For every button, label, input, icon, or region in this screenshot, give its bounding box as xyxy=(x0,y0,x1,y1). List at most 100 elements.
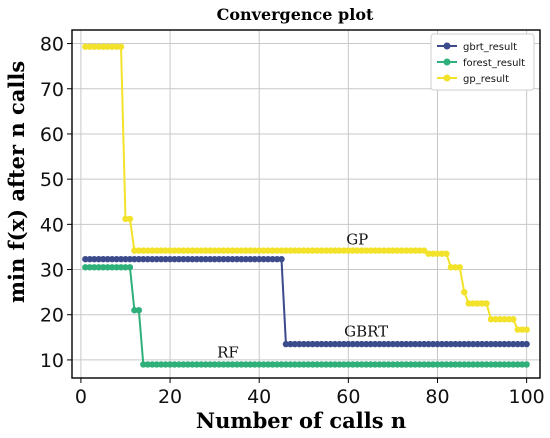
data-point xyxy=(189,361,196,368)
data-point xyxy=(198,361,205,368)
data-point xyxy=(238,247,245,254)
data-point xyxy=(380,247,388,254)
data-point xyxy=(108,255,116,263)
data-point xyxy=(461,288,468,296)
data-point xyxy=(305,340,312,348)
data-point xyxy=(523,326,530,333)
data-point xyxy=(336,361,343,368)
legend-label: gp_result xyxy=(463,74,509,85)
data-point xyxy=(100,255,107,263)
data-point xyxy=(233,361,241,368)
data-point xyxy=(514,340,521,348)
data-point xyxy=(376,361,383,368)
data-point xyxy=(456,361,463,368)
data-point xyxy=(349,361,356,368)
data-point xyxy=(260,255,267,263)
data-point xyxy=(198,255,205,263)
data-point xyxy=(264,247,272,254)
data-point xyxy=(398,361,406,368)
data-point xyxy=(287,340,294,348)
data-point xyxy=(465,340,472,348)
data-point xyxy=(496,340,504,348)
data-point xyxy=(420,361,428,368)
data-point xyxy=(273,247,281,254)
data-point xyxy=(157,255,165,263)
data-point xyxy=(313,247,321,254)
legend-swatch-marker xyxy=(443,74,451,82)
series-gp_result xyxy=(82,43,530,333)
data-point xyxy=(135,247,143,254)
data-point xyxy=(469,300,477,307)
data-point xyxy=(211,247,218,254)
data-point xyxy=(117,43,125,50)
data-point xyxy=(416,247,423,254)
data-point xyxy=(95,43,102,50)
data-point xyxy=(447,264,455,271)
data-point xyxy=(144,247,151,254)
data-point xyxy=(505,340,512,348)
x-tick-label: 60 xyxy=(336,386,360,408)
data-point xyxy=(407,361,414,368)
data-point xyxy=(189,255,196,263)
data-point xyxy=(140,247,147,254)
data-point xyxy=(305,361,312,368)
data-point xyxy=(309,247,316,254)
data-point xyxy=(247,361,254,368)
annotation-label: RF xyxy=(217,344,239,362)
data-point xyxy=(501,361,508,368)
data-point xyxy=(260,247,267,254)
annotation-label: GP xyxy=(346,231,368,249)
legend: gbrt_result forest_result gp_result xyxy=(430,33,535,91)
x-tick-label: 0 xyxy=(75,386,87,408)
data-point xyxy=(340,361,348,368)
data-point xyxy=(251,247,258,254)
data-point xyxy=(100,43,107,50)
y-tick-label: 60 xyxy=(40,124,64,146)
data-point xyxy=(126,215,134,223)
data-point xyxy=(175,255,183,263)
data-point xyxy=(215,255,223,263)
data-point xyxy=(505,361,512,368)
data-point xyxy=(238,361,245,368)
data-point xyxy=(309,361,316,368)
y-tick-label: 30 xyxy=(40,260,64,282)
data-point xyxy=(385,340,392,348)
data-point xyxy=(300,247,307,254)
legend-swatch-marker xyxy=(443,42,451,50)
data-point xyxy=(510,340,517,348)
data-point xyxy=(171,361,178,368)
data-point xyxy=(256,247,263,254)
data-point xyxy=(193,247,200,254)
legend-entry: gp_result xyxy=(437,74,509,85)
data-point xyxy=(349,247,356,254)
data-point xyxy=(483,300,490,307)
data-point xyxy=(465,300,472,307)
data-point xyxy=(331,340,339,348)
data-point xyxy=(362,247,370,254)
data-point xyxy=(113,255,120,263)
data-point xyxy=(193,361,200,368)
data-point xyxy=(264,361,272,368)
data-point xyxy=(398,340,406,348)
data-point xyxy=(122,215,129,223)
data-point xyxy=(108,43,116,50)
data-point xyxy=(202,247,209,254)
data-point xyxy=(367,361,374,368)
data-point xyxy=(300,340,307,348)
data-point xyxy=(131,247,138,254)
data-point xyxy=(242,255,250,263)
data-point xyxy=(371,361,379,368)
data-point xyxy=(153,361,160,368)
data-point xyxy=(354,361,361,368)
data-point xyxy=(251,255,258,263)
x-tick-label: 40 xyxy=(247,386,271,408)
legend-label: gbrt_result xyxy=(463,42,517,53)
data-point xyxy=(256,255,263,263)
data-point xyxy=(126,255,134,263)
data-point xyxy=(256,361,263,368)
data-point xyxy=(501,340,508,348)
data-point xyxy=(487,340,495,348)
data-point xyxy=(412,340,419,348)
data-point xyxy=(514,326,521,333)
